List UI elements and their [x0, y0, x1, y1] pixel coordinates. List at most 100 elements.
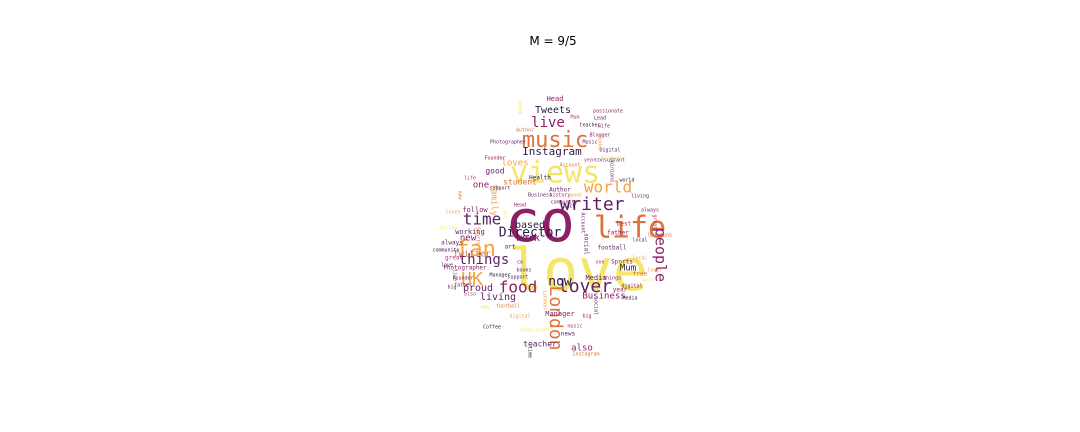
- word-fill-3: Author: [516, 128, 534, 134]
- word-70: consultant: [595, 158, 625, 164]
- word-fill-8: life: [464, 176, 476, 182]
- word-cloud-words: lovecoviewslifemusicfanwriterloverLondon…: [432, 95, 672, 358]
- word-15: things: [459, 252, 510, 268]
- word-24: living: [480, 292, 516, 303]
- word-fill-5: books: [597, 134, 603, 149]
- word-68: Digital: [599, 148, 620, 154]
- word-fill-28: consultant: [520, 328, 550, 334]
- word-40: Health: [529, 175, 551, 182]
- word-54: Coffee: [483, 325, 501, 331]
- word-64: wife: [598, 124, 610, 130]
- word-20: based: [515, 220, 545, 231]
- chart-title: M = 9/5: [529, 34, 577, 48]
- word-fill-26: digital: [509, 314, 530, 320]
- word-39: Head: [547, 95, 564, 103]
- word-fill-13: always: [641, 208, 659, 214]
- word-7: lover: [558, 276, 612, 297]
- word-43: Sports: [611, 259, 633, 266]
- word-fill-42: new: [480, 305, 490, 311]
- word-13: Director: [499, 226, 562, 241]
- word-fill-43: one: [595, 260, 604, 266]
- word-fill-27: big: [582, 314, 591, 320]
- word-25: Business: [582, 292, 625, 302]
- word-42: football: [598, 245, 627, 252]
- word-fill-14: follow: [439, 226, 458, 232]
- word-fill-10: now: [457, 190, 463, 200]
- word-29: one: [473, 181, 489, 191]
- word-fill-2: teacher: [579, 123, 600, 129]
- word-45: follow: [462, 206, 488, 214]
- word-67: Account: [580, 212, 586, 233]
- word-12: food: [499, 278, 538, 297]
- word-fill-21: work: [642, 278, 654, 284]
- word-6: writer: [559, 194, 624, 215]
- word-fill-12: loves: [445, 210, 460, 216]
- word-fill-9: world: [619, 178, 634, 184]
- word-fill-36: year: [584, 158, 596, 164]
- word-fill-24: football: [496, 304, 520, 310]
- word-69: Blogger: [589, 133, 610, 139]
- word-5: fan: [456, 237, 496, 262]
- word-fill-38: Account: [559, 163, 580, 169]
- word-22: new: [460, 234, 477, 244]
- word-fill-16: community: [432, 248, 459, 254]
- word-62: Founder: [452, 276, 473, 282]
- word-33: student: [503, 178, 537, 187]
- word-fill-19: lover: [647, 268, 662, 274]
- word-fill-32: Business: [528, 193, 552, 199]
- word-49: social: [583, 233, 590, 255]
- word-30: family: [489, 184, 499, 217]
- word-1: co: [505, 187, 575, 255]
- word-53: year: [613, 287, 628, 294]
- word-37: working: [455, 228, 485, 236]
- word-0: love: [508, 236, 648, 304]
- word-fill-34: Head: [514, 203, 526, 209]
- word-fill-35: art: [502, 210, 508, 219]
- word-fill-40: London: [542, 291, 548, 309]
- word-fill-45: Sports: [475, 227, 481, 245]
- word-48: Photographer: [443, 265, 487, 272]
- word-36: Manager: [545, 310, 575, 318]
- word-41: Author: [549, 187, 571, 194]
- word-59: community: [550, 200, 577, 206]
- word-63: big: [447, 285, 456, 291]
- word-fill-25: social: [593, 297, 599, 315]
- word-44: best: [617, 221, 632, 228]
- word-fill-29: music: [567, 324, 582, 330]
- word-fill-0: based: [517, 99, 523, 114]
- word-fill-17: Opinions: [648, 233, 672, 239]
- word-34: teacher: [523, 340, 557, 349]
- word-46: art: [505, 244, 516, 251]
- word-26: Twitter: [453, 250, 492, 260]
- word-fill-39: co: [517, 260, 523, 266]
- word-fill-6: Founder: [484, 156, 505, 162]
- word-fill-46: father: [454, 283, 472, 289]
- word-38: always: [441, 240, 463, 247]
- word-fill-7: Blogger: [601, 156, 622, 162]
- word-60: support: [507, 275, 528, 281]
- word-3: life: [594, 211, 666, 246]
- word-fill-18: love: [441, 263, 453, 269]
- word-fill-37: support: [489, 186, 510, 192]
- word-55: books: [516, 268, 531, 274]
- word-47: news: [561, 331, 576, 338]
- word-fill-20: live: [452, 269, 458, 281]
- word-fill-22: also: [464, 292, 476, 298]
- word-19: Tweets: [535, 105, 571, 116]
- word-32: good: [485, 167, 504, 176]
- word-16: people: [652, 228, 670, 282]
- word-57: local: [632, 238, 647, 244]
- word-fill-11: living: [631, 194, 649, 200]
- word-11: time: [463, 210, 502, 229]
- word-9: UK: [461, 269, 483, 290]
- word-fill-15: great: [652, 214, 658, 229]
- word-fill-44: Manager: [489, 273, 510, 279]
- word-fill-47: local: [632, 256, 647, 262]
- word-28: also: [571, 344, 593, 354]
- word-65: Music: [582, 140, 597, 146]
- word-23: proud: [463, 283, 493, 294]
- word-61: Coach: [560, 204, 575, 210]
- word-35: Media: [585, 274, 606, 282]
- word-10: world: [584, 178, 632, 197]
